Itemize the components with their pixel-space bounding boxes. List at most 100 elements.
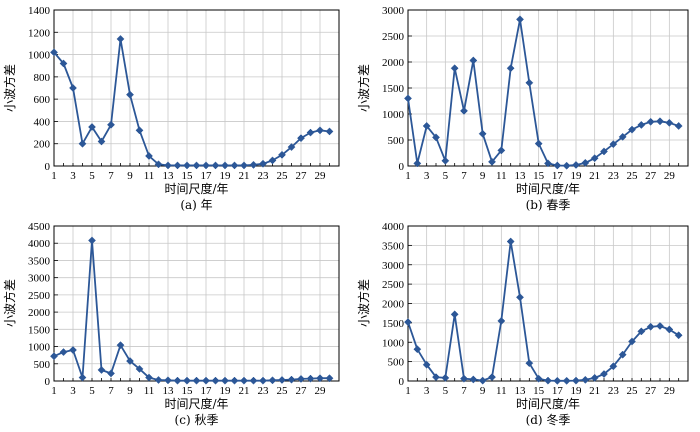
data-point bbox=[516, 293, 524, 302]
data-point bbox=[544, 159, 552, 168]
data-point bbox=[450, 310, 459, 319]
x-tick-label: 23 bbox=[258, 385, 270, 397]
panel-caption: (d) 冬季 bbox=[526, 412, 571, 427]
x-axis-label: 时间尺度/年 bbox=[164, 181, 228, 196]
data-point bbox=[646, 322, 655, 331]
data-point bbox=[637, 120, 646, 129]
data-point bbox=[413, 159, 422, 168]
data-point bbox=[432, 133, 440, 142]
y-tick-label: 3000 bbox=[28, 273, 51, 285]
x-tick-label: 29 bbox=[664, 170, 676, 182]
data-point bbox=[656, 117, 664, 126]
data-point bbox=[534, 139, 543, 148]
x-tick-label: 11 bbox=[496, 385, 507, 397]
data-point bbox=[154, 376, 163, 384]
data-point bbox=[154, 160, 163, 169]
data-point bbox=[422, 122, 431, 130]
y-tick-label: 4000 bbox=[382, 221, 405, 233]
data-point bbox=[450, 64, 459, 73]
data-point bbox=[544, 376, 552, 385]
data-point bbox=[126, 357, 134, 365]
chart-panel-3: 1 3 5 7 9 11 13 15 17 19 21 23 25 27 29050010001500200… bbox=[2, 221, 340, 427]
data-point bbox=[306, 128, 315, 137]
data-point bbox=[637, 327, 646, 336]
x-tick-label: 7 bbox=[461, 170, 467, 182]
x-tick-label: 5 bbox=[89, 170, 95, 182]
y-tick-label: 2000 bbox=[28, 307, 51, 319]
data-point bbox=[506, 237, 515, 246]
data-point bbox=[646, 117, 655, 126]
x-tick-label: 7 bbox=[108, 385, 114, 397]
y-tick-label: 1500 bbox=[28, 324, 51, 336]
y-tick-label: 4000 bbox=[28, 238, 51, 250]
data-point bbox=[306, 374, 315, 383]
data-point bbox=[609, 140, 618, 149]
data-point bbox=[600, 370, 608, 378]
x-axis-label: 时间尺度/年 bbox=[516, 181, 580, 196]
data-point bbox=[192, 376, 201, 385]
x-tick-label: 27 bbox=[296, 170, 308, 182]
y-tick-label: 3000 bbox=[382, 5, 405, 17]
data-point bbox=[221, 376, 229, 385]
x-tick-label: 7 bbox=[108, 170, 114, 182]
y-tick-label: 1400 bbox=[28, 5, 51, 17]
x-tick-label: 15 bbox=[533, 170, 545, 182]
y-tick-label: 200 bbox=[34, 139, 51, 151]
data-point bbox=[230, 161, 239, 170]
chart-panel-1: 1 3 5 7 9 11 13 15 17 19 21 23 25 27 29020040060080010… bbox=[2, 5, 340, 212]
data-point bbox=[59, 59, 68, 68]
x-tick-label: 25 bbox=[627, 170, 639, 182]
y-tick-label: 0 bbox=[45, 161, 51, 173]
y-tick-label: 1500 bbox=[382, 83, 405, 95]
data-point bbox=[432, 373, 440, 382]
chart-panel-4: 1 3 5 7 9 11 13 15 17 19 21 23 25 27 29050010001500200… bbox=[356, 221, 689, 427]
x-tick-label: 15 bbox=[182, 385, 194, 397]
y-tick-label: 1000 bbox=[28, 50, 51, 62]
x-tick-label: 9 bbox=[480, 170, 486, 182]
y-tick-label: 1000 bbox=[28, 342, 51, 354]
x-tick-label: 21 bbox=[589, 170, 600, 182]
x-tick-label: 9 bbox=[127, 170, 133, 182]
y-tick-label: 3500 bbox=[382, 240, 405, 252]
data-point bbox=[202, 376, 210, 385]
panel-caption: (b) 春季 bbox=[526, 198, 571, 212]
y-tick-label: 800 bbox=[34, 72, 51, 84]
data-point bbox=[78, 373, 87, 382]
y-tick-label: 1000 bbox=[382, 109, 405, 121]
y-tick-label: 2500 bbox=[382, 279, 405, 291]
data-point bbox=[50, 48, 58, 57]
data-point bbox=[460, 374, 468, 383]
panel-caption: (c) 秋季 bbox=[175, 413, 219, 427]
data-point bbox=[469, 375, 478, 384]
x-tick-label: 9 bbox=[127, 385, 133, 397]
data-point bbox=[173, 376, 182, 385]
data-point bbox=[183, 376, 191, 385]
data-point bbox=[497, 316, 506, 325]
y-axis-label: 小波方差 bbox=[2, 64, 17, 112]
data-point bbox=[107, 369, 115, 378]
series-line bbox=[407, 240, 680, 382]
data-point bbox=[656, 322, 664, 330]
y-tick-label: 2000 bbox=[382, 57, 405, 69]
data-point bbox=[278, 376, 286, 384]
data-point bbox=[88, 236, 96, 245]
x-tick-label: 13 bbox=[163, 385, 175, 397]
data-point bbox=[287, 375, 296, 384]
data-point bbox=[609, 362, 618, 371]
y-tick-label: 1500 bbox=[382, 318, 405, 330]
x-tick-label: 23 bbox=[608, 385, 620, 397]
data-point bbox=[665, 325, 674, 334]
y-axis-label: 小波方差 bbox=[356, 64, 371, 112]
data-point bbox=[572, 161, 580, 169]
data-point bbox=[59, 348, 68, 357]
data-point bbox=[674, 122, 683, 130]
x-tick-label: 23 bbox=[258, 170, 270, 182]
data-point bbox=[240, 376, 248, 385]
y-tick-label: 0 bbox=[45, 376, 51, 388]
data-point bbox=[516, 15, 524, 24]
data-point bbox=[525, 359, 534, 368]
data-point bbox=[404, 318, 412, 327]
data-point bbox=[69, 346, 77, 354]
panel-caption: (a) 年 bbox=[180, 198, 212, 212]
x-axis-label: 时间尺度/年 bbox=[164, 396, 228, 411]
